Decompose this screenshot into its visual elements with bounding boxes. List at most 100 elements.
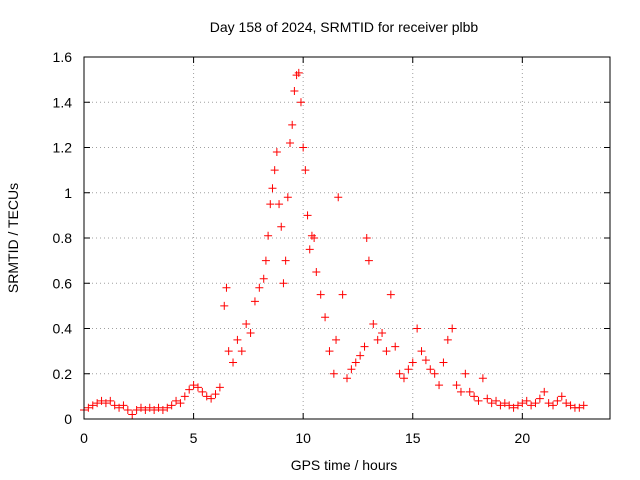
data-point bbox=[399, 374, 408, 383]
y-tick-label: 1.2 bbox=[53, 140, 73, 156]
data-point bbox=[351, 358, 360, 367]
data-point bbox=[557, 392, 566, 401]
data-point bbox=[356, 351, 365, 360]
data-point bbox=[343, 374, 351, 383]
data-point bbox=[224, 347, 233, 356]
data-points bbox=[80, 68, 588, 419]
data-point bbox=[404, 365, 413, 374]
data-point bbox=[279, 279, 288, 288]
data-point bbox=[338, 290, 347, 299]
data-point bbox=[299, 143, 308, 152]
data-point bbox=[145, 403, 154, 412]
data-point bbox=[259, 274, 268, 283]
data-point bbox=[150, 405, 159, 414]
data-point bbox=[518, 399, 527, 408]
data-point bbox=[154, 403, 163, 412]
data-point bbox=[360, 342, 369, 351]
data-point bbox=[250, 297, 259, 306]
data-point bbox=[421, 356, 430, 365]
data-point bbox=[229, 358, 238, 367]
data-point bbox=[246, 329, 255, 338]
grid-lines bbox=[84, 57, 610, 419]
data-point bbox=[270, 166, 279, 175]
data-point bbox=[303, 211, 312, 220]
data-point bbox=[106, 396, 115, 405]
data-point bbox=[553, 396, 562, 405]
data-point bbox=[362, 234, 371, 242]
data-point bbox=[277, 222, 286, 231]
data-point bbox=[435, 381, 444, 390]
x-tick-label: 0 bbox=[80, 430, 88, 446]
data-point bbox=[93, 399, 102, 408]
data-point bbox=[408, 358, 417, 367]
x-tick-label: 20 bbox=[515, 430, 531, 446]
data-point bbox=[272, 148, 281, 157]
data-point bbox=[307, 231, 316, 240]
data-point bbox=[172, 396, 181, 405]
y-tick-label: 0.8 bbox=[53, 230, 73, 246]
data-point bbox=[413, 324, 422, 333]
data-point bbox=[369, 319, 378, 328]
data-point bbox=[448, 324, 457, 333]
data-point bbox=[88, 401, 97, 410]
data-point bbox=[97, 396, 106, 405]
data-point bbox=[119, 401, 128, 410]
data-point bbox=[233, 335, 242, 344]
data-point bbox=[439, 358, 448, 367]
x-tick-label: 10 bbox=[295, 430, 311, 446]
data-point bbox=[549, 401, 558, 410]
data-point bbox=[189, 381, 198, 390]
data-point bbox=[286, 138, 295, 147]
data-point bbox=[395, 369, 404, 378]
data-point bbox=[391, 342, 400, 351]
data-point bbox=[316, 290, 325, 299]
data-point bbox=[193, 383, 202, 392]
data-point bbox=[329, 369, 338, 378]
y-tick-label: 0.4 bbox=[53, 321, 73, 337]
y-tick-label: 0.6 bbox=[53, 275, 73, 291]
data-point bbox=[292, 71, 301, 80]
x-tick-labels: 0 5 10 15 20 bbox=[80, 430, 530, 446]
y-tick-label: 1.4 bbox=[53, 94, 73, 110]
data-point bbox=[136, 403, 145, 412]
data-point bbox=[296, 98, 305, 107]
data-point bbox=[180, 392, 189, 401]
data-point bbox=[483, 394, 492, 403]
data-point bbox=[527, 401, 536, 410]
axis-ticks bbox=[83, 56, 610, 420]
data-point bbox=[185, 385, 194, 394]
data-point bbox=[492, 396, 501, 405]
data-point bbox=[382, 347, 391, 356]
data-point bbox=[364, 256, 373, 265]
x-tick-label: 15 bbox=[405, 430, 421, 446]
data-point bbox=[222, 283, 231, 292]
y-tick-label: 1 bbox=[64, 185, 72, 201]
data-point bbox=[470, 392, 479, 401]
data-point bbox=[163, 403, 172, 412]
data-point bbox=[513, 401, 522, 410]
data-point bbox=[325, 347, 334, 356]
data-point bbox=[566, 401, 575, 410]
data-point bbox=[281, 256, 290, 265]
data-point bbox=[237, 347, 246, 356]
data-point bbox=[84, 403, 93, 412]
data-point bbox=[334, 193, 343, 202]
data-point bbox=[266, 200, 275, 209]
data-point bbox=[452, 381, 461, 390]
data-point bbox=[461, 369, 470, 378]
data-point bbox=[456, 387, 465, 396]
data-point bbox=[478, 374, 487, 383]
chart-title: Day 158 of 2024, SRMTID for receiver plb… bbox=[210, 19, 479, 35]
data-point bbox=[522, 396, 531, 405]
data-point bbox=[101, 399, 110, 408]
data-point bbox=[500, 399, 509, 408]
data-point bbox=[275, 200, 284, 209]
data-point bbox=[128, 410, 137, 419]
data-point bbox=[373, 335, 382, 344]
data-point bbox=[310, 234, 319, 242]
data-point bbox=[378, 329, 387, 338]
data-point bbox=[535, 394, 544, 403]
data-point bbox=[426, 365, 435, 374]
plot-frame bbox=[83, 56, 611, 420]
